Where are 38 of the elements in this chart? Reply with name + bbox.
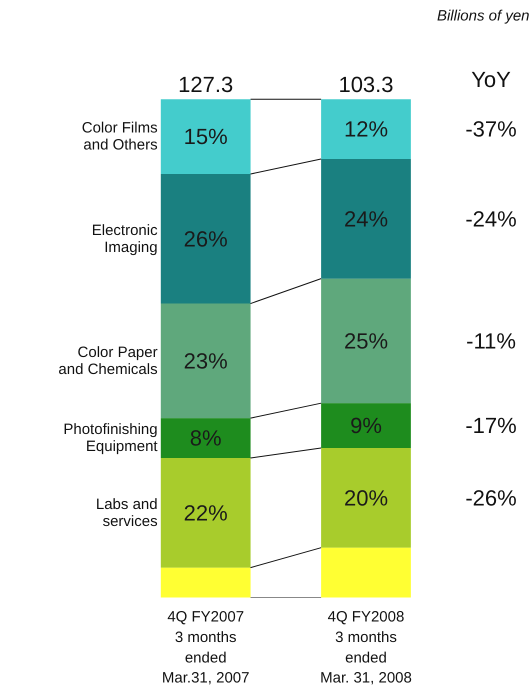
bar bbox=[160, 304, 251, 418]
data-label: 24% bbox=[344, 206, 388, 232]
data-label: 15% bbox=[184, 124, 228, 150]
text: YoY bbox=[471, 66, 512, 92]
data-label: 25% bbox=[344, 328, 388, 354]
data-label: 23% bbox=[184, 348, 228, 374]
text: -11% bbox=[466, 328, 516, 354]
bar bbox=[160, 568, 251, 598]
text: -17% bbox=[465, 413, 517, 438]
x-tick-label: 4Q FY2007 3 months ended Mar.31, 2007 bbox=[162, 608, 250, 687]
text: Billions of yen bbox=[436, 8, 529, 24]
data-label: 22% bbox=[184, 500, 228, 526]
bar bbox=[321, 448, 411, 548]
bar bbox=[321, 548, 411, 598]
x-tick-label: 4Q FY2008 3 months ended Mar. 31, 2008 bbox=[320, 608, 412, 687]
annotation: 127.3 bbox=[178, 72, 234, 97]
data-label: 9% bbox=[350, 413, 382, 438]
text: -37% bbox=[465, 116, 517, 142]
series-label: Electronic Imaging bbox=[92, 222, 158, 256]
text: -24% bbox=[465, 206, 517, 232]
bar bbox=[160, 174, 251, 304]
series-label: Color Films and Others bbox=[82, 120, 158, 154]
series-label: Color Paper and Chemicals bbox=[58, 344, 158, 378]
bar bbox=[321, 278, 411, 404]
bar bbox=[160, 99, 251, 174]
text: -26% bbox=[465, 485, 517, 510]
bar bbox=[321, 99, 411, 160]
annotation: 103.3 bbox=[338, 72, 394, 97]
bar bbox=[321, 159, 411, 279]
data-label: 8% bbox=[190, 426, 222, 451]
data-label: 26% bbox=[184, 226, 228, 252]
bar bbox=[160, 458, 251, 568]
series-label: Photofinishing Equipment bbox=[63, 421, 158, 456]
bar bbox=[321, 403, 411, 448]
series-label: Labs and services bbox=[96, 496, 158, 530]
data-label: 20% bbox=[344, 485, 388, 510]
bar bbox=[160, 418, 251, 458]
data-label: 12% bbox=[344, 116, 388, 142]
